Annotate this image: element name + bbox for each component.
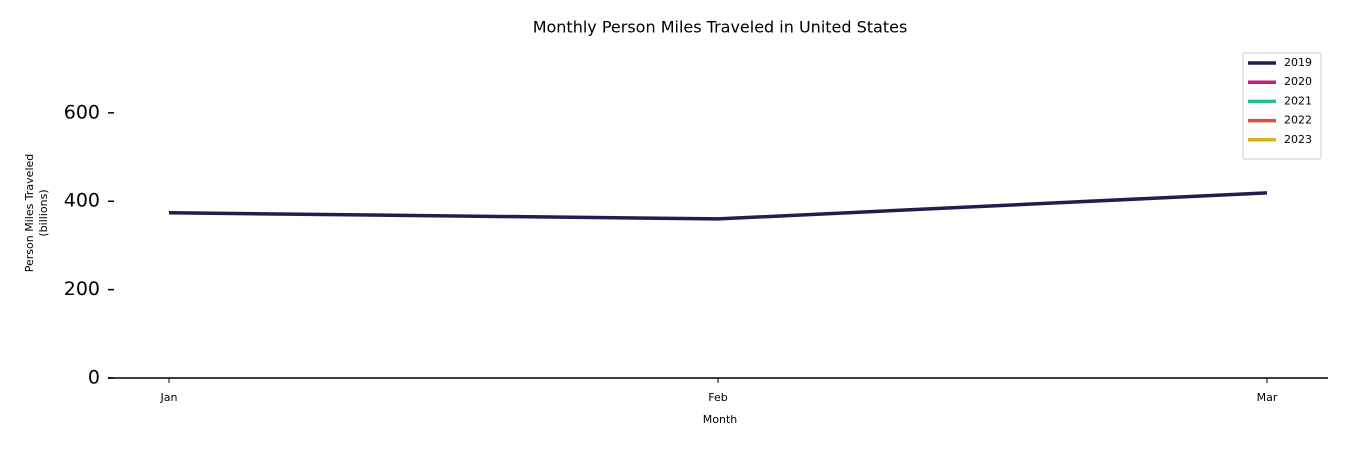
y-axis-label: (billions): [37, 189, 50, 236]
legend-label: 2021: [1284, 94, 1312, 107]
legend-label: 2019: [1284, 56, 1312, 69]
x-tick-label: Feb: [708, 391, 727, 404]
y-tick-label: 400: [64, 190, 100, 212]
legend-label: 2020: [1284, 75, 1312, 88]
legend-label: 2022: [1284, 114, 1312, 127]
chart-title: Monthly Person Miles Traveled in United …: [533, 18, 908, 37]
legend-box: [1242, 52, 1322, 160]
line-series: [168, 191, 1268, 221]
y-tick-label: 0: [88, 367, 100, 389]
x-tick-label: Mar: [1257, 391, 1278, 404]
legend-label: 2023: [1284, 133, 1312, 146]
x-tick-label: Jan: [160, 391, 178, 404]
y-tick-label: 600: [64, 101, 100, 123]
x-axis-label: Month: [703, 413, 738, 426]
y-tick-label: 200: [64, 278, 100, 300]
y-axis-label: Person Miles Traveled: [23, 154, 36, 273]
